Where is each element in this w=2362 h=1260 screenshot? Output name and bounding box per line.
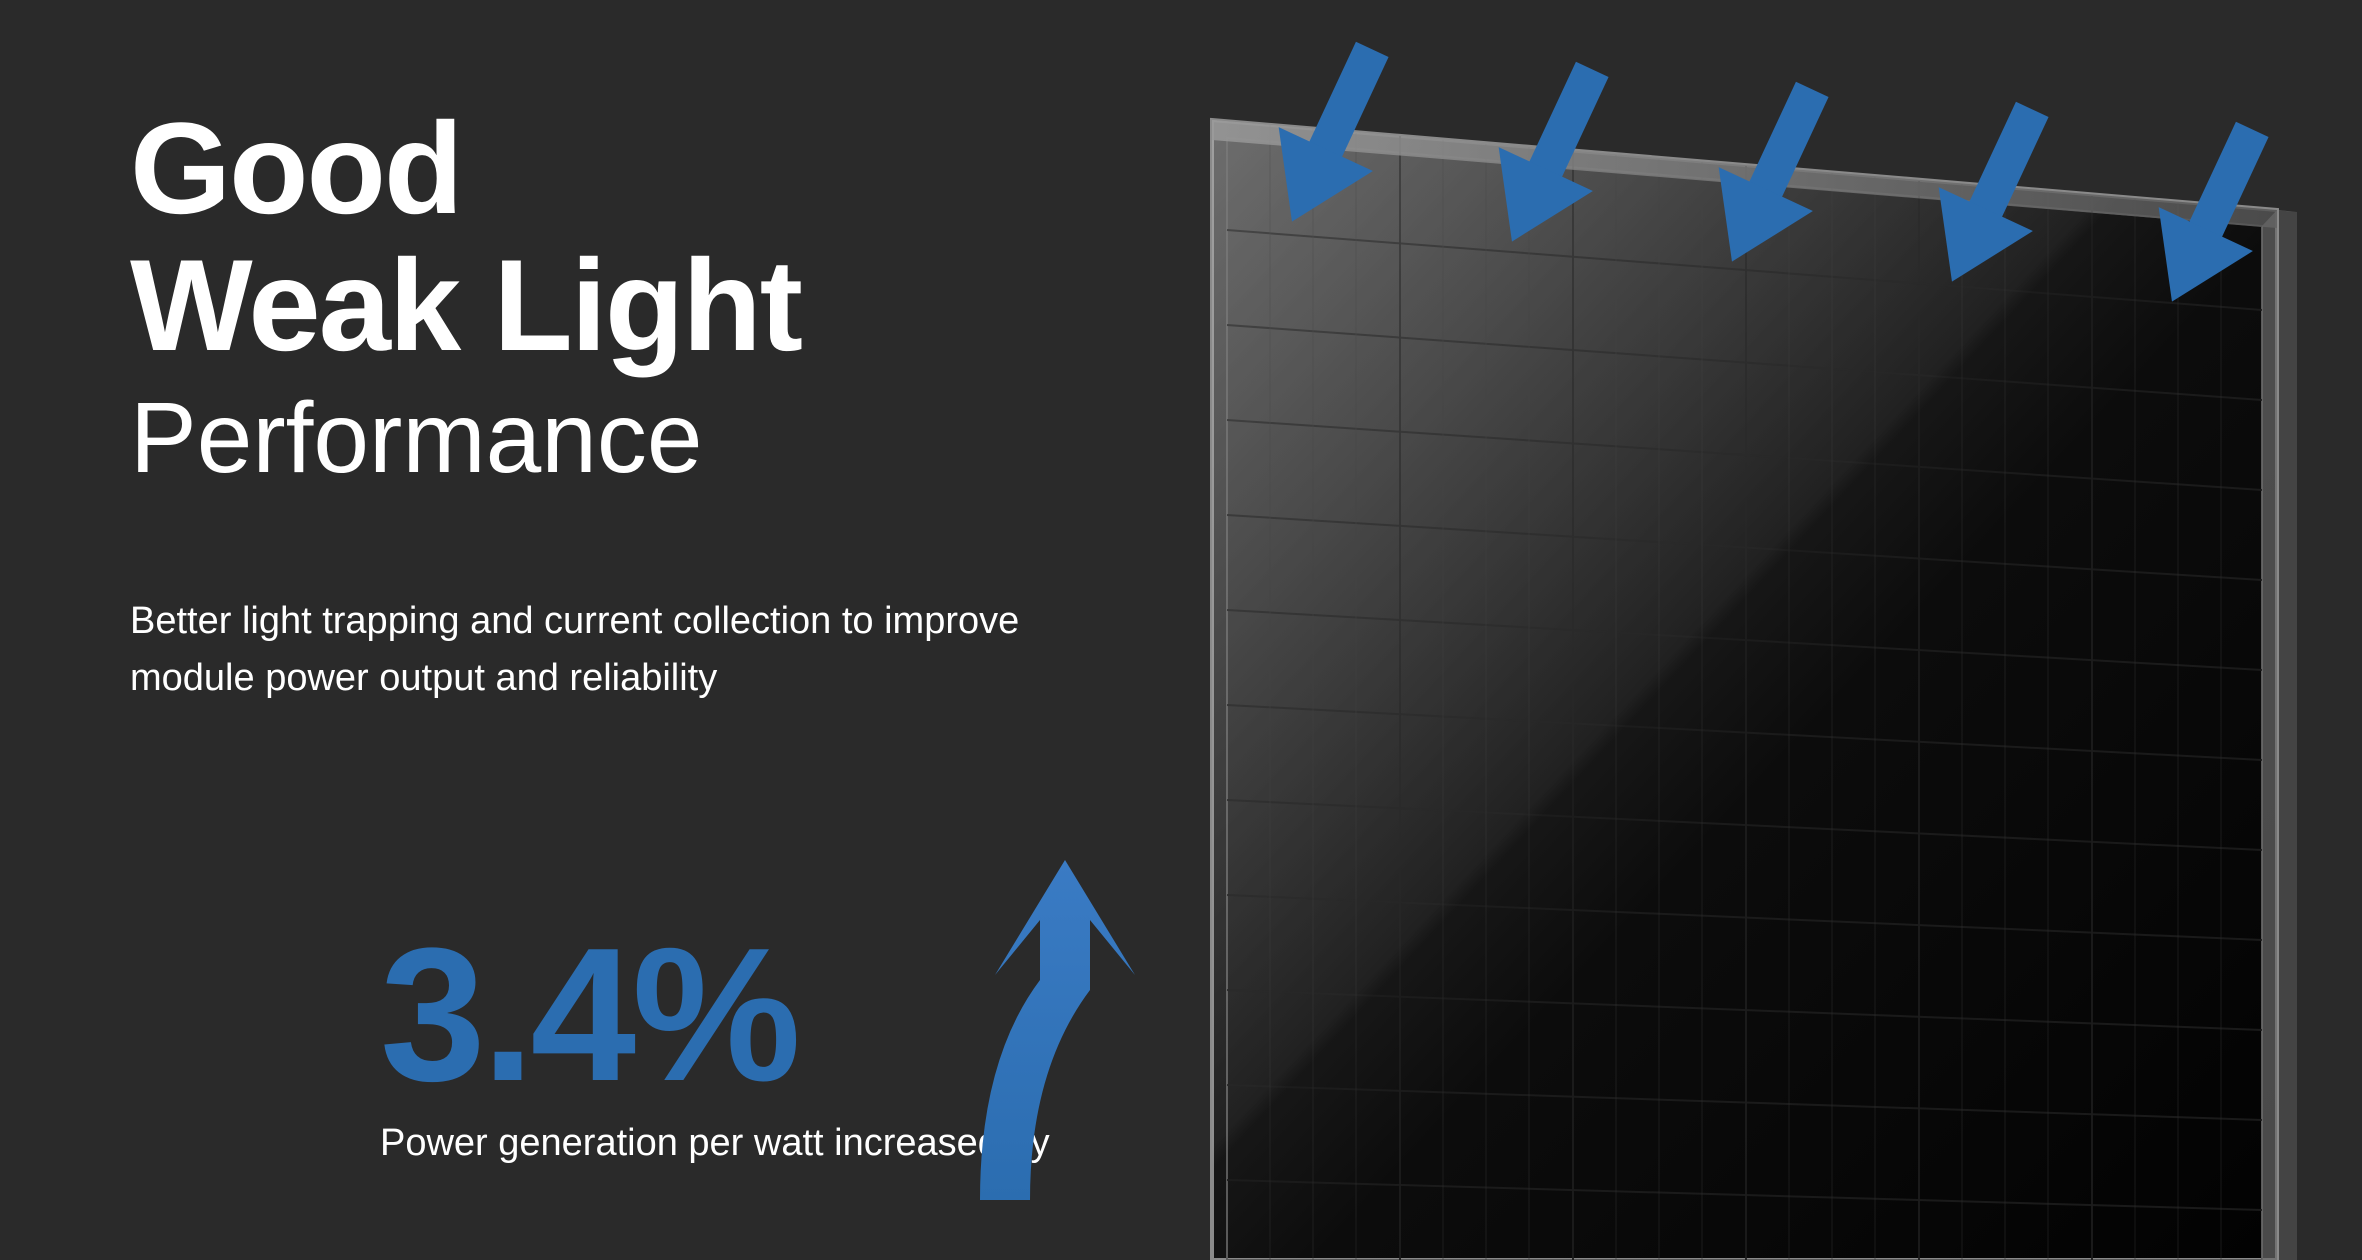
arrow-down-icon — [1700, 80, 1840, 280]
arrow-down-icon — [1260, 40, 1400, 240]
heading-line2: Weak Light — [130, 237, 1130, 374]
description-text: Better light trapping and current collec… — [130, 593, 1110, 707]
heading-line3: Performance — [130, 383, 1130, 493]
up-arrow-icon — [940, 860, 1160, 1200]
text-content: Good Weak Light Performance Better light… — [130, 100, 1130, 707]
arrow-down-icon — [1920, 100, 2060, 300]
arrow-down-icon — [2140, 120, 2280, 320]
heading-line1: Good — [130, 100, 1130, 237]
arrow-down-icon — [1480, 60, 1620, 260]
